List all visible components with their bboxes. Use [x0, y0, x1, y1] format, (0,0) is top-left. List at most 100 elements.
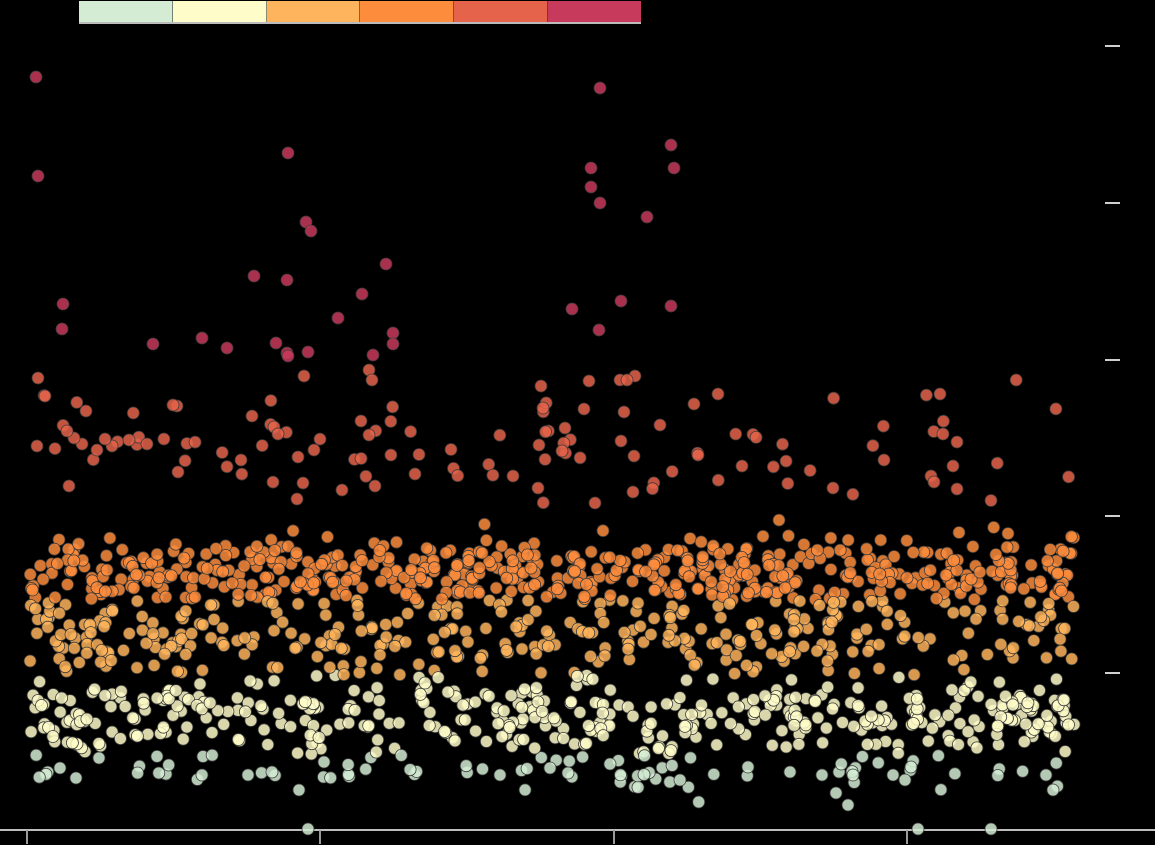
data-point	[179, 648, 193, 661]
data-point	[72, 537, 85, 551]
data-point	[435, 592, 449, 606]
data-point	[626, 575, 639, 588]
data-point	[156, 720, 170, 734]
data-point	[758, 689, 772, 703]
data-point	[673, 773, 687, 787]
data-point	[220, 460, 234, 474]
data-point	[1040, 709, 1054, 722]
data-point	[177, 551, 191, 565]
data-point	[682, 570, 696, 584]
data-point	[84, 626, 98, 639]
data-point	[193, 677, 207, 691]
data-point	[450, 559, 464, 572]
data-point	[495, 539, 509, 553]
data-point	[211, 704, 225, 718]
data-point	[715, 706, 729, 720]
data-point	[118, 700, 132, 713]
data-point	[662, 628, 676, 642]
data-point	[990, 456, 1004, 470]
data-point	[319, 608, 333, 622]
data-point	[682, 780, 695, 794]
data-point	[528, 578, 541, 592]
data-point	[603, 683, 617, 697]
data-point	[298, 632, 312, 646]
data-point	[334, 641, 348, 655]
data-point	[521, 613, 535, 627]
data-point	[328, 628, 342, 641]
data-point	[906, 546, 920, 559]
data-point	[656, 729, 669, 743]
data-point	[359, 762, 373, 776]
data-point	[843, 566, 857, 580]
data-point	[713, 547, 727, 561]
data-point	[384, 448, 398, 462]
data-point	[64, 628, 78, 641]
data-point	[921, 577, 935, 590]
data-point	[472, 586, 486, 600]
data-point	[969, 612, 983, 626]
data-point	[399, 635, 413, 649]
data-point	[953, 717, 967, 730]
data-point	[614, 768, 627, 782]
data-point	[562, 754, 576, 768]
data-point	[265, 765, 279, 779]
data-point	[989, 548, 1003, 561]
data-point	[984, 698, 998, 711]
data-point	[779, 740, 793, 754]
data-point	[298, 695, 312, 709]
data-point	[301, 345, 315, 359]
data-point	[301, 822, 315, 836]
data-point	[98, 432, 112, 446]
data-point	[95, 644, 108, 657]
data-point	[418, 676, 432, 690]
data-point	[664, 744, 678, 757]
data-point	[582, 719, 595, 732]
data-point	[354, 452, 368, 465]
data-point	[991, 719, 1005, 733]
data-point	[781, 477, 795, 490]
data-point	[924, 563, 937, 577]
data-point	[934, 783, 948, 797]
data-point	[426, 632, 440, 646]
data-point	[130, 661, 144, 675]
data-point	[394, 749, 408, 762]
data-point	[392, 716, 406, 730]
data-point	[747, 693, 760, 706]
data-point	[231, 587, 245, 601]
data-point	[704, 717, 718, 730]
data-point	[24, 725, 38, 739]
data-point	[958, 604, 972, 618]
data-point	[518, 783, 532, 797]
data-point	[317, 597, 331, 610]
data-point	[104, 654, 118, 667]
data-point	[97, 620, 111, 633]
data-point	[707, 767, 721, 781]
data-point	[841, 533, 855, 547]
data-point	[1062, 718, 1075, 732]
data-point	[159, 590, 173, 604]
data-point	[1021, 696, 1035, 710]
data-point	[564, 695, 578, 709]
data-point	[355, 554, 369, 567]
data-point	[304, 224, 318, 238]
data-point	[765, 738, 779, 752]
data-point	[768, 623, 782, 637]
data-point	[984, 822, 998, 836]
data-point	[538, 452, 552, 466]
data-point	[740, 568, 754, 581]
data-point	[968, 593, 981, 606]
data-point	[169, 537, 183, 551]
data-point	[207, 613, 221, 626]
data-point	[946, 459, 960, 473]
data-point	[821, 680, 835, 694]
data-point	[283, 693, 297, 707]
data-point	[582, 374, 596, 388]
data-point	[994, 637, 1008, 651]
data-point	[860, 542, 873, 556]
data-point	[310, 669, 324, 683]
data-point	[875, 699, 888, 713]
data-point	[1034, 610, 1048, 624]
data-point	[48, 442, 62, 456]
data-point	[680, 673, 693, 687]
data-point	[458, 713, 472, 727]
